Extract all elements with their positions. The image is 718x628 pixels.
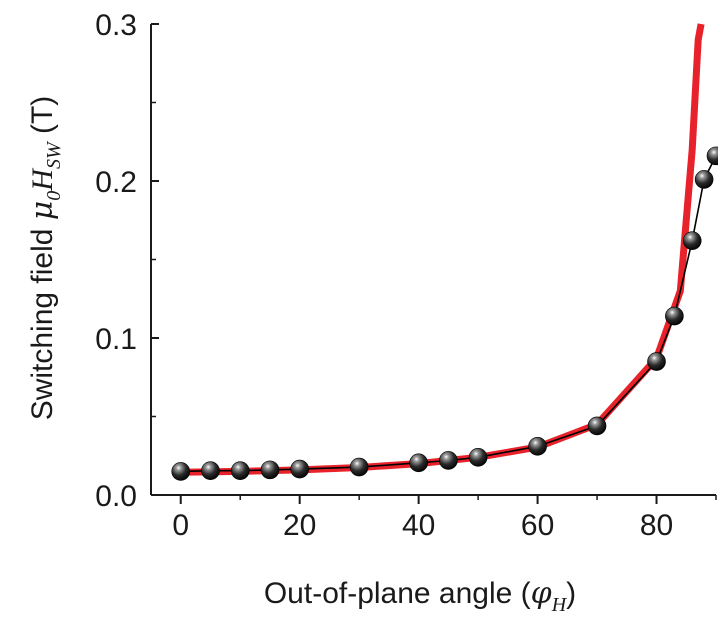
y-axis-title-variable: H (26, 167, 59, 192)
x-axis-title: Out-of-plane angle (φH) (264, 576, 576, 616)
x-tick-label: 20 (283, 509, 316, 542)
data-point (647, 352, 666, 371)
x-axis-title-subscript: H (551, 594, 568, 616)
data-point (409, 453, 428, 473)
y-tick-label: 0.0 (95, 480, 137, 513)
data-point (349, 457, 369, 477)
data-point (528, 437, 547, 456)
data-point (468, 448, 488, 467)
y-axis-title-prefix: Switching field (26, 220, 59, 420)
y-tick-label: 0.1 (95, 323, 137, 356)
axes (150, 23, 717, 504)
data-point (260, 460, 280, 480)
x-tick-label: 0 (172, 509, 189, 542)
data-point (230, 461, 250, 480)
plot-area (180, 23, 717, 476)
y-tick-label: 0.2 (95, 166, 137, 199)
data-point (682, 231, 702, 250)
data-point (694, 170, 714, 189)
tick-labels: 0.0 0.1 0.2 0.3 0 20 40 60 80 (95, 9, 673, 542)
y-axis-title: Switching field μ0HSW (T) (25, 96, 65, 421)
data-point (171, 462, 191, 481)
markers (171, 146, 718, 481)
y-tick-label: 0.3 (95, 9, 137, 42)
y-axis-title-subscript: SW (43, 140, 65, 169)
x-tick-label: 40 (402, 509, 435, 542)
series-line-red (180, 23, 705, 476)
x-axis-title-prefix: Out-of-plane angle ( (264, 577, 531, 610)
data-point (290, 459, 309, 479)
data-point (439, 451, 458, 470)
x-tick-label: 80 (640, 509, 673, 542)
y-axis-title-symbol-subscript: 0 (43, 191, 65, 201)
x-axis-title-suffix: ) (566, 577, 576, 610)
series-line-black (180, 155, 717, 473)
data-point (706, 146, 718, 166)
data-point (587, 416, 607, 436)
data-point (665, 306, 684, 326)
y-axis-title-suffix: (T) (26, 96, 59, 143)
y-axis-title-symbol: μ (25, 201, 60, 221)
x-axis-title-symbol: φ (531, 576, 552, 611)
data-point (201, 461, 220, 480)
x-tick-label: 60 (521, 509, 554, 542)
